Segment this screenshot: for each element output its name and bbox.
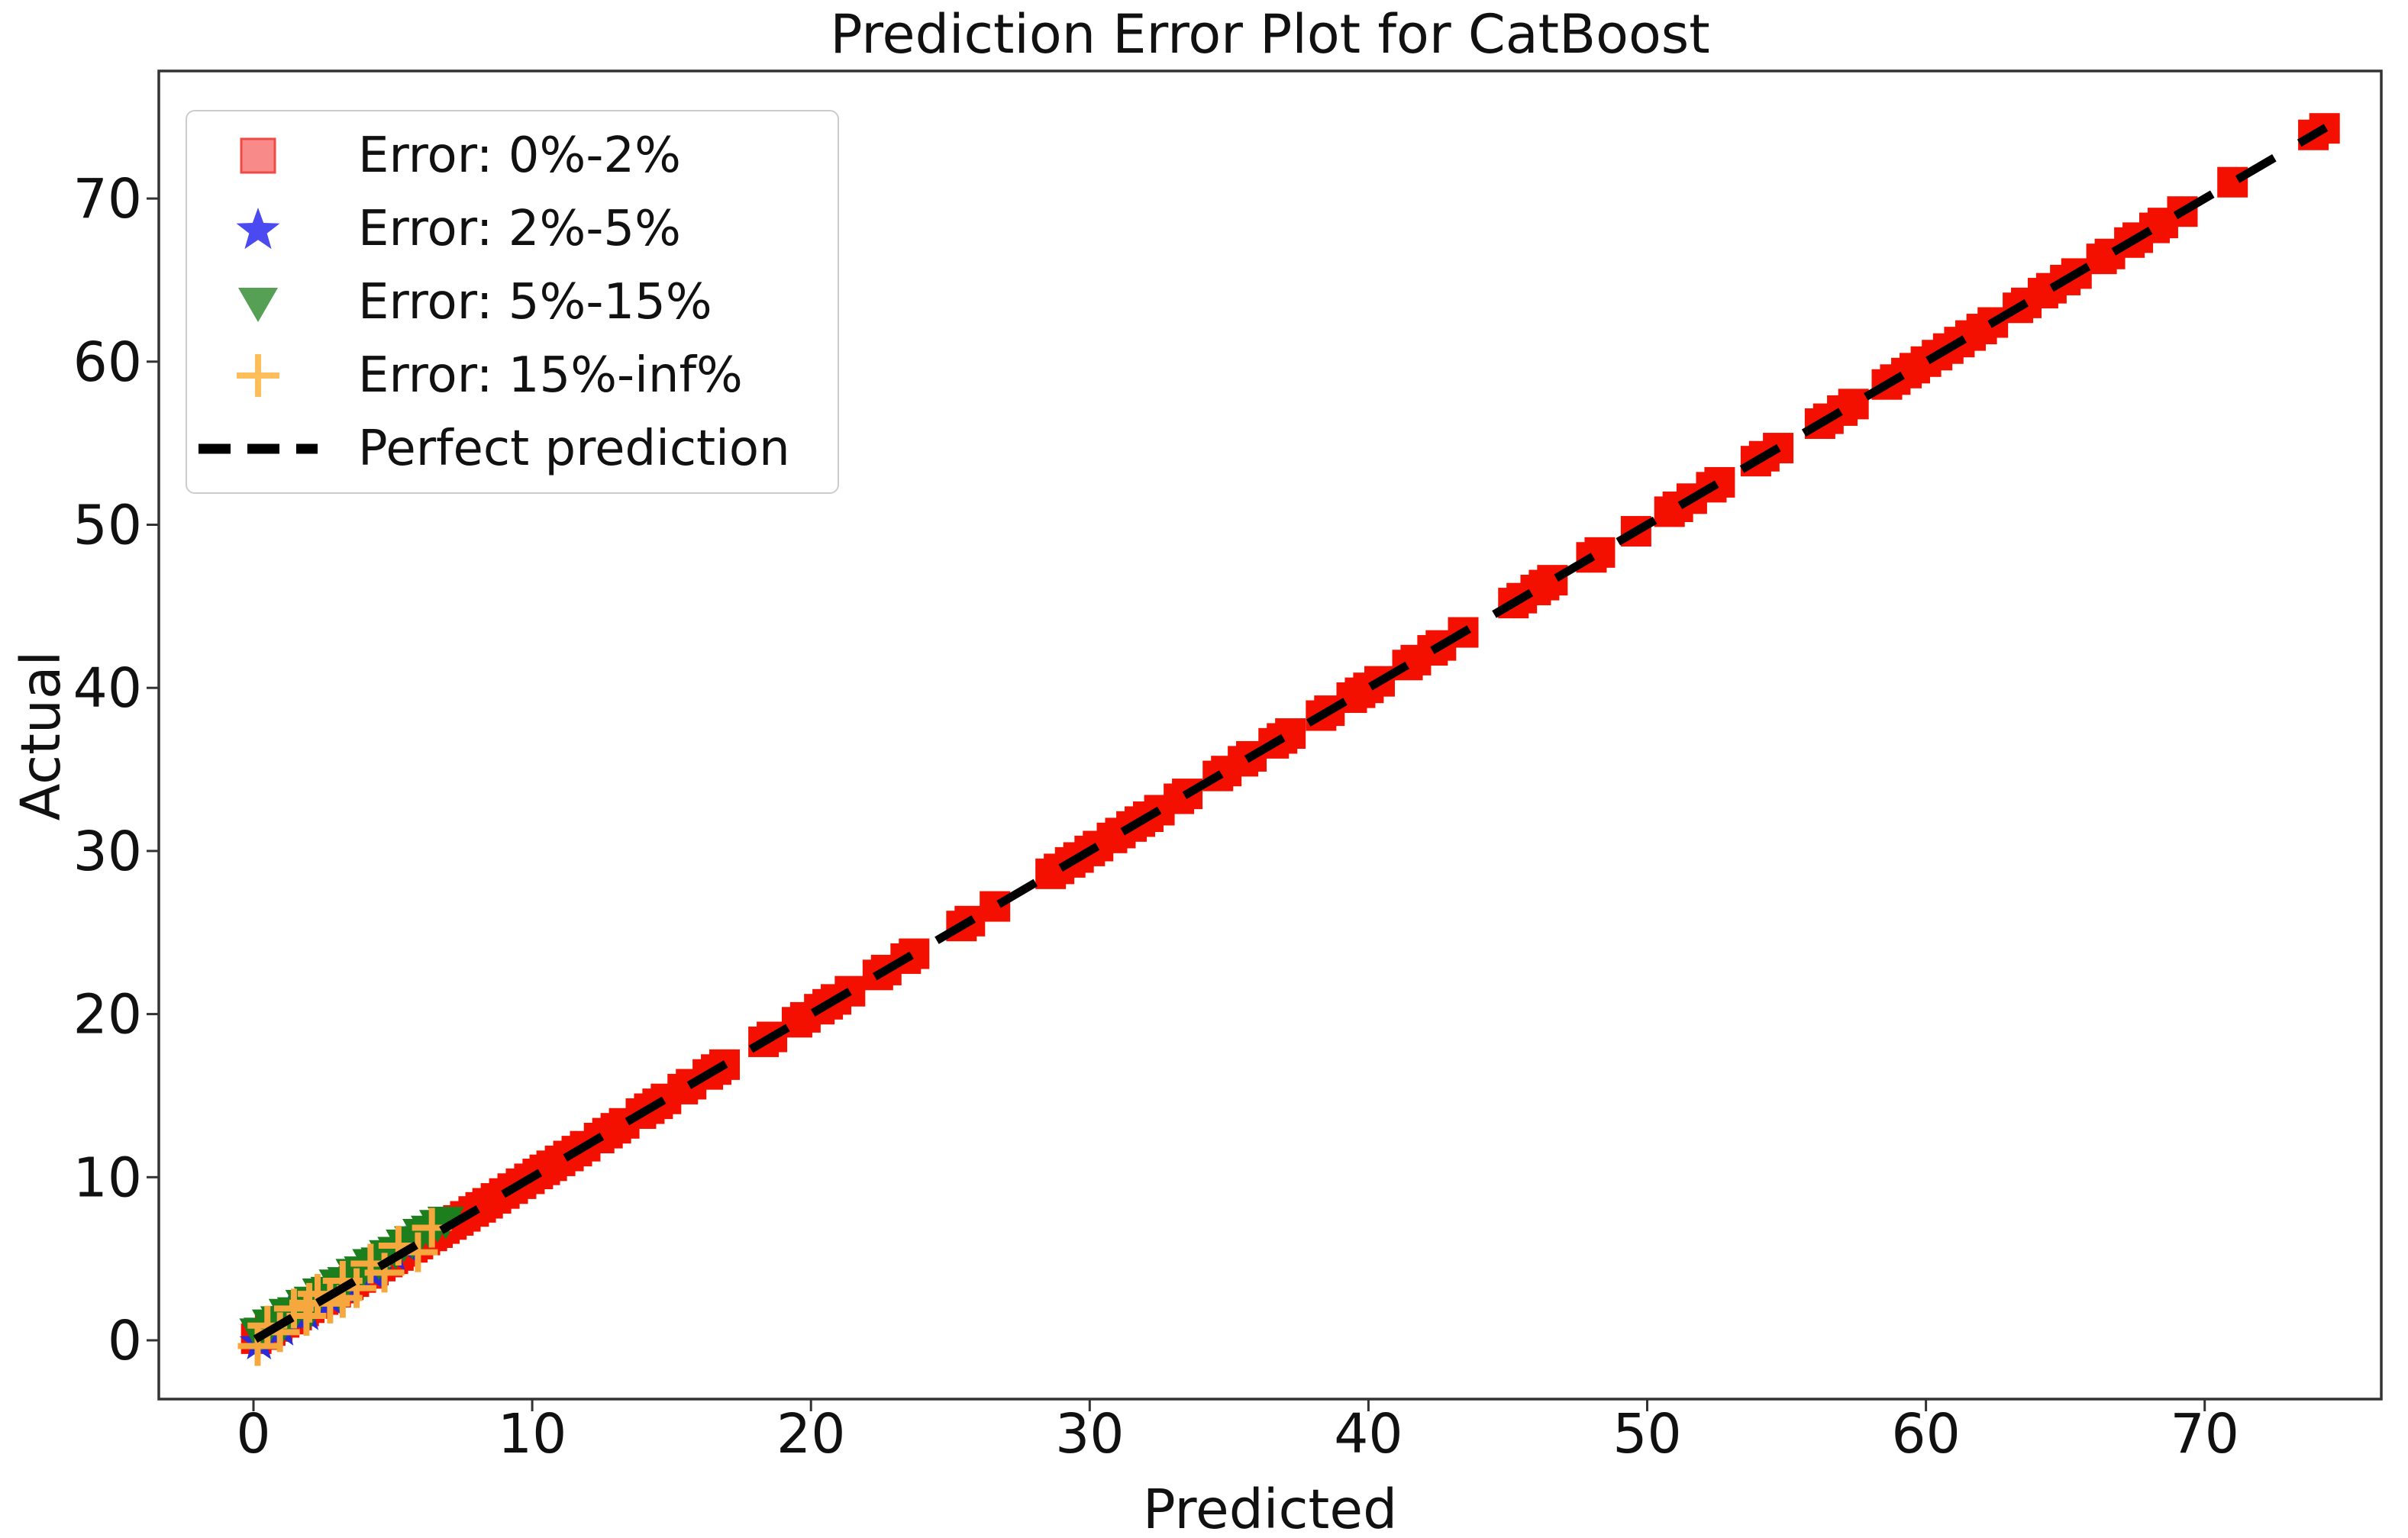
chart-title: Prediction Error Plot for CatBoost (830, 3, 1710, 66)
legend-item-5-15: Error: 5%-15% (187, 266, 838, 339)
y-tick-label: 60 (73, 330, 142, 394)
legend-glyph-0 (240, 137, 276, 174)
legend-glyph-1 (236, 208, 280, 250)
y-tick-label: 40 (73, 656, 142, 720)
plot-border (157, 69, 2383, 1401)
x-tick-label: 70 (2171, 1402, 2239, 1465)
legend-label: Perfect prediction (358, 421, 790, 477)
legend-item-15-inf: Error: 15%-inf% (187, 339, 838, 412)
y-axis-label: Actual (9, 650, 73, 821)
red-square-icon (187, 131, 329, 180)
axes-frame (157, 69, 2383, 1401)
legend-label: Error: 15%-inf% (358, 347, 743, 404)
legend-glyph-3 (237, 354, 279, 397)
x-tick-label: 30 (1055, 1402, 1124, 1465)
x-tick-label: 50 (1612, 1402, 1681, 1465)
legend-label: Error: 0%-2% (358, 127, 681, 184)
point-square (1838, 389, 1869, 420)
orange-plus-icon (187, 348, 329, 403)
point-plus (237, 1326, 278, 1366)
axis-ticks (147, 197, 2206, 1411)
legend-glyph-2 (238, 288, 278, 322)
green-triangle-down-icon (187, 275, 329, 330)
blue-star-icon (187, 202, 329, 256)
x-tick-label: 40 (1334, 1402, 1403, 1465)
y-tick-label: 20 (73, 983, 142, 1046)
legend: Error: 0%-2% Error: 2%-5% Error: 5%-15% … (186, 110, 839, 494)
legend-item-perfect: Perfect prediction (187, 412, 838, 485)
legend-label: Error: 5%-15% (358, 274, 712, 330)
y-tick-label: 10 (73, 1146, 142, 1209)
dashed-line-icon (187, 443, 329, 455)
perfect-prediction-line (253, 124, 2329, 1343)
x-tick-label: 0 (236, 1402, 270, 1465)
axis-tick-labels: 0 10 20 30 40 50 60 70 0 10 20 30 40 50 60 70 (73, 167, 2239, 1465)
y-tick-label: 70 (73, 167, 142, 231)
y-tick-label: 0 (108, 1309, 142, 1372)
x-tick-label: 10 (498, 1402, 566, 1465)
legend-item-0-2: Error: 0%-2% (187, 119, 838, 192)
legend-item-2-5: Error: 2%-5% (187, 192, 838, 266)
legend-label: Error: 2%-5% (358, 201, 681, 257)
x-tick-label: 60 (1891, 1402, 1960, 1465)
x-tick-label: 20 (776, 1402, 845, 1465)
perfect-line (253, 124, 2329, 1343)
x-axis-label: Predicted (1142, 1478, 1398, 1538)
y-tick-label: 50 (73, 494, 142, 557)
y-tick-label: 30 (73, 820, 142, 883)
